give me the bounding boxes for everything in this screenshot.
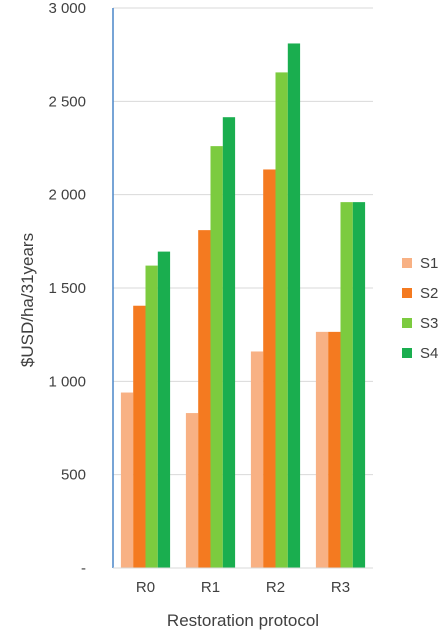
bar-s2-r3	[328, 331, 341, 568]
bar-s3-r3	[340, 202, 353, 568]
y-tick-label: 2 000	[48, 187, 86, 204]
x-axis-title: Restoration protocol	[167, 611, 319, 630]
y-tick-label: 3 000	[48, 0, 86, 17]
y-tick-label: 500	[61, 467, 86, 484]
bar-s2-r1	[198, 230, 211, 568]
bar-s2-r0	[133, 305, 146, 568]
x-tick-label: R3	[331, 579, 350, 596]
bar-s1-r1	[185, 413, 199, 568]
legend-swatch-s1	[402, 258, 412, 268]
bar-s4-r2	[287, 43, 301, 568]
y-tick-label: 1 000	[48, 373, 86, 390]
legend-label-s3: S3	[420, 315, 438, 332]
bar-s1-r2	[250, 351, 264, 568]
x-tick-label: R1	[201, 579, 220, 596]
legend-label-s1: S1	[420, 255, 438, 272]
y-axis: - 500 1 000 1 500 2 000 2 500 3 000	[48, 0, 114, 577]
x-axis: R0 R1 R2 R3	[113, 567, 373, 596]
legend-swatch-s3	[402, 318, 412, 328]
bar-s2-r2	[263, 169, 276, 568]
y-tick-label: 1 500	[48, 280, 86, 297]
bar-s1-r0	[120, 392, 134, 568]
legend: S1 S2 S3 S4	[402, 255, 438, 362]
legend-swatch-s2	[402, 288, 412, 298]
y-axis-title: $USD/ha/31years	[18, 233, 37, 367]
bar-s4-r1	[222, 117, 236, 568]
bar-s4-r0	[157, 251, 171, 568]
legend-label-s2: S2	[420, 285, 438, 302]
bar-s3-r0	[145, 265, 158, 568]
x-tick-label: R0	[136, 579, 155, 596]
bars	[120, 43, 366, 569]
bar-s4-r3	[352, 202, 366, 568]
x-tick-label: R2	[266, 579, 285, 596]
bar-s3-r2	[275, 72, 288, 569]
legend-swatch-s4	[402, 348, 412, 358]
bar-s1-r3	[315, 331, 329, 568]
y-tick-label: 2 500	[48, 93, 86, 110]
legend-label-s4: S4	[420, 345, 438, 362]
bar-s3-r1	[210, 146, 223, 568]
y-tick-label: -	[81, 560, 86, 577]
